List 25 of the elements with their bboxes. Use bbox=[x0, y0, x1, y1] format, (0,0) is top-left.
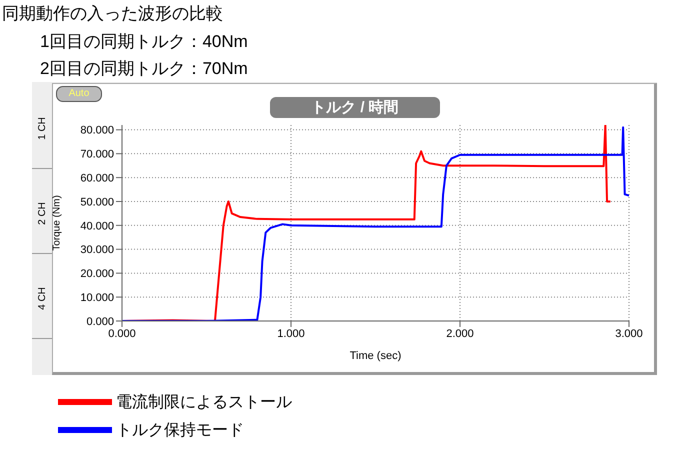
text: Auto bbox=[56, 86, 102, 102]
y-tick-label: 40.000 bbox=[80, 220, 114, 232]
text: 同期動作の入った波形の比較 bbox=[2, 3, 223, 25]
text: 1回目の同期トルク：40Nm bbox=[40, 31, 248, 53]
text: 4 CH bbox=[36, 286, 48, 310]
y-tick-label: 10.000 bbox=[80, 292, 114, 304]
y-tick-label: 60.000 bbox=[80, 172, 114, 184]
legend-label: トルク保持モード bbox=[116, 420, 244, 440]
text: 2 CH bbox=[36, 202, 48, 224]
x-tick-label: 2.000 bbox=[446, 328, 474, 340]
y-tick-label: 0.000 bbox=[86, 316, 114, 328]
y-tick-label: 70.000 bbox=[80, 148, 114, 161]
x-tick-label: 3.000 bbox=[615, 328, 643, 340]
text: 1 CH bbox=[36, 116, 48, 140]
x-axis-title: Time (sec) bbox=[350, 350, 402, 362]
text: 2回目の同期トルク：70Nm bbox=[40, 58, 248, 80]
y-tick-label: 20.000 bbox=[80, 268, 114, 280]
y-tick-label: 30.000 bbox=[80, 244, 114, 256]
chart-title: トルク / 時間 bbox=[270, 97, 440, 118]
legend-label: 電流制限によるストール bbox=[116, 392, 292, 412]
x-tick-label: 0.000 bbox=[108, 328, 136, 340]
y-axis-title: Torque (Nm) bbox=[52, 195, 63, 251]
y-tick-label: 50.000 bbox=[80, 196, 114, 208]
x-tick-label: 1.000 bbox=[277, 328, 305, 340]
y-tick-label: 80.000 bbox=[80, 124, 114, 137]
